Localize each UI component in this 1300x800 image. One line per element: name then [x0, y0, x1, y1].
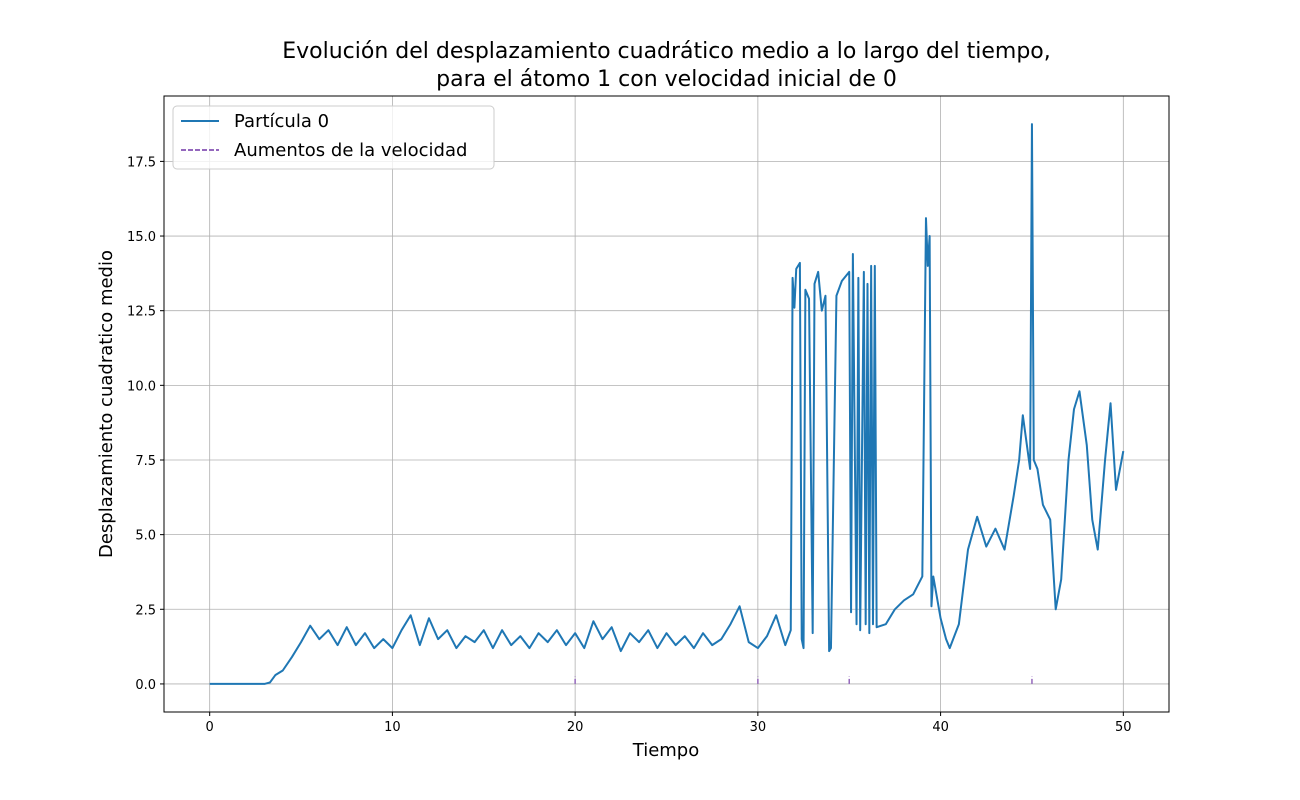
chart-title: Evolución del desplazamiento cuadrático …	[282, 39, 1051, 92]
y-tick-label: 17.5	[127, 155, 156, 170]
y-tick-label: 0.0	[135, 678, 156, 693]
y-tick-label: 7.5	[135, 454, 156, 469]
data-line	[209, 123, 1125, 685]
x-tick-label: 40	[932, 720, 949, 735]
plot-frame	[163, 95, 1170, 713]
y-tick-label: 12.5	[127, 305, 156, 320]
x-tick-label: 50	[1115, 720, 1132, 735]
y-tick-label: 2.5	[135, 603, 156, 618]
legend-box	[172, 105, 495, 170]
y-tick-label: 5.0	[135, 529, 156, 544]
x-tick-label: 10	[384, 720, 401, 735]
x-tick-label: 20	[567, 720, 584, 735]
y-axis-label: Desplazamiento cuadratico medio	[96, 250, 117, 558]
x-tick-label: 30	[750, 720, 767, 735]
y-tick-label: 10.0	[127, 379, 156, 394]
legend-label: Partícula 0	[234, 111, 329, 132]
x-axis-label: Tiempo	[632, 740, 700, 761]
y-tick-label: 15.0	[127, 230, 156, 245]
x-tick-label: 0	[206, 720, 214, 735]
legend-label: Aumentos de la velocidad	[234, 140, 467, 161]
